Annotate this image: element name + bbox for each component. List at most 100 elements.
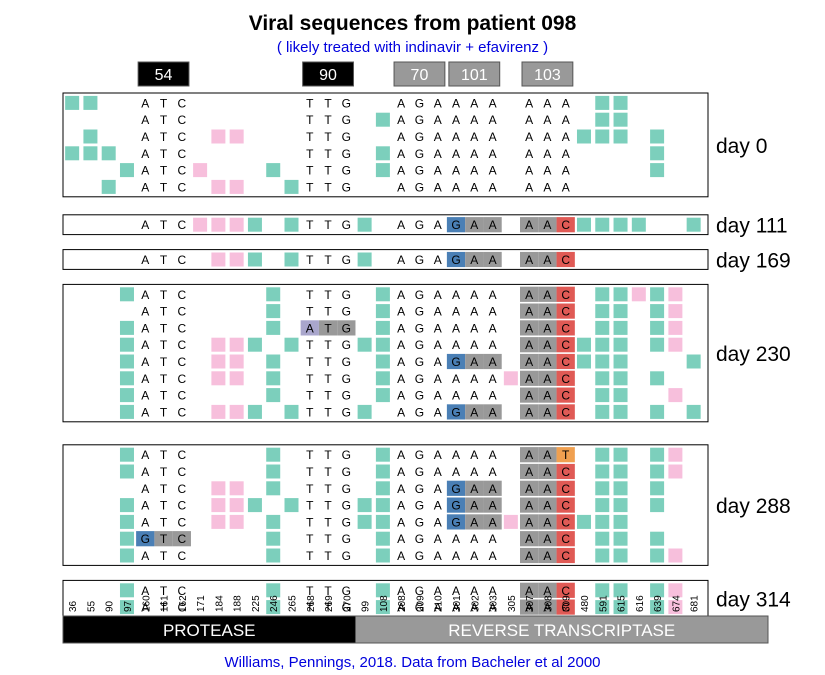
synonymous-mark [284, 498, 299, 513]
synonymous-mark [595, 388, 610, 403]
synonymous-mark [119, 464, 134, 479]
synonymous-mark [650, 583, 665, 598]
position-tick-label: 616 [635, 595, 646, 612]
synonymous-mark [595, 600, 610, 615]
base-letter: T [324, 305, 332, 319]
synonymous-mark [119, 354, 134, 369]
base-letter: A [397, 96, 405, 110]
synonymous-mark [266, 514, 281, 529]
base-letter: T [160, 448, 168, 462]
synonymous-mark [266, 354, 281, 369]
position-tick-label: 307 [525, 595, 536, 612]
synonymous-mark [613, 531, 628, 546]
base-letter: A [434, 499, 442, 513]
synonymous-mark [595, 337, 610, 352]
base-letter: A [543, 448, 551, 462]
nonsynonymous-mark [668, 600, 683, 615]
synonymous-mark [650, 464, 665, 479]
base-letter: A [489, 532, 497, 546]
position-tick-label: 681 [690, 595, 701, 612]
position-tick-label: 188 [233, 595, 244, 612]
synonymous-mark [119, 163, 134, 178]
synonymous-mark [595, 354, 610, 369]
base-letter: C [177, 372, 186, 386]
synonymous-mark [247, 337, 262, 352]
base-letter: A [489, 113, 497, 127]
base-letter: C [561, 355, 570, 369]
mutation-highlight [538, 547, 557, 564]
base-letter: T [306, 549, 314, 563]
base-letter: G [342, 253, 351, 267]
base-letter: C [177, 113, 186, 127]
position-tick-label: 268 [306, 595, 317, 612]
synonymous-mark [595, 95, 610, 110]
base-letter: C [561, 389, 570, 403]
nonsynonymous-mark [668, 388, 683, 403]
position-tick-label: 171 [196, 595, 207, 612]
base-letter: T [160, 113, 168, 127]
nonsynonymous-mark [631, 287, 646, 302]
base-letter: T [324, 549, 332, 563]
base-letter: A [141, 448, 149, 462]
mutation-highlight [556, 370, 575, 386]
base-letter: A [525, 372, 533, 386]
mutation-highlight [538, 404, 557, 420]
base-letter: G [342, 338, 351, 352]
synonymous-mark [375, 548, 390, 563]
mutation-highlight [465, 497, 484, 513]
mutation-highlight [520, 387, 539, 403]
base-letter: G [342, 218, 351, 232]
base-letter: A [543, 515, 551, 529]
base-letter: T [160, 96, 168, 110]
base-letter: A [397, 147, 405, 161]
base-letter: T [160, 532, 168, 546]
synonymous-mark [613, 320, 628, 335]
mutation-highlight [556, 387, 575, 403]
mutation-highlight [520, 514, 539, 530]
base-letter: A [525, 482, 533, 496]
synonymous-mark [595, 481, 610, 496]
base-letter: G [451, 218, 460, 232]
base-letter: A [452, 321, 460, 335]
base-letter: C [561, 372, 570, 386]
base-letter: A [141, 338, 149, 352]
synonymous-mark [595, 464, 610, 479]
base-letter: A [397, 532, 405, 546]
synonymous-mark [266, 531, 281, 546]
base-letter: G [342, 584, 351, 598]
base-letter: G [415, 482, 424, 496]
synonymous-mark [357, 498, 372, 513]
base-letter: A [525, 515, 533, 529]
base-letter: G [342, 515, 351, 529]
base-letter: A [397, 164, 405, 178]
base-letter: G [342, 482, 351, 496]
base-letter: A [434, 482, 442, 496]
mutation-highlight [556, 303, 575, 319]
base-letter: A [489, 355, 497, 369]
base-letter: A [452, 147, 460, 161]
base-letter: T [324, 465, 332, 479]
base-letter: A [470, 549, 478, 563]
footer-credit: Williams, Pennings, 2018. Data from Bach… [224, 654, 601, 671]
nonsynonymous-mark [229, 217, 244, 232]
position-tick-label: 270 [342, 595, 353, 612]
base-letter: C [561, 515, 570, 529]
base-letter: A [470, 288, 478, 302]
base-letter: T [306, 482, 314, 496]
base-letter: A [543, 113, 551, 127]
sample-day-label: day 111 [716, 215, 788, 238]
base-letter: A [397, 389, 405, 403]
synonymous-mark [595, 583, 610, 598]
position-tick-label: 480 [580, 595, 591, 612]
base-letter: A [470, 389, 478, 403]
mutation-highlight [538, 514, 557, 530]
position-tick-label: 303 [489, 595, 500, 612]
nonsynonymous-mark [229, 354, 244, 369]
base-letter: A [434, 113, 442, 127]
base-letter: A [141, 253, 149, 267]
position-tick-label: 36 [68, 600, 79, 612]
base-letter: A [525, 305, 533, 319]
base-letter: C [177, 499, 186, 513]
base-letter: T [324, 601, 332, 615]
base-letter: A [434, 584, 442, 598]
